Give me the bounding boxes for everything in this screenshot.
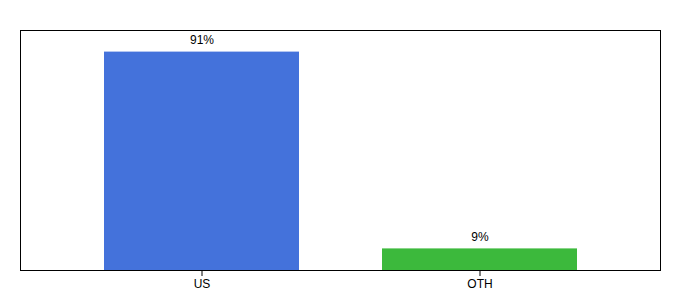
svg-text:US: US	[194, 277, 211, 291]
svg-text:9%: 9%	[471, 230, 489, 244]
svg-text:91%: 91%	[190, 33, 214, 47]
svg-text:OTH: OTH	[467, 277, 492, 291]
